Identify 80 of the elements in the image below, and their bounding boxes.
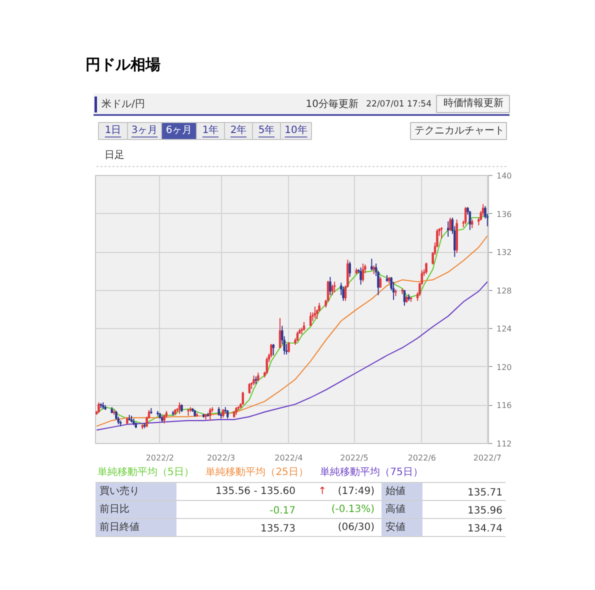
text: 買い売り (100, 485, 140, 497)
text: 6ヶ月 (166, 125, 192, 136)
text: 135.56 - 135.60 (216, 486, 296, 497)
text: 10年 (284, 124, 308, 136)
candlestick (482, 204, 484, 216)
candlestick (379, 276, 382, 288)
candlestick (278, 318, 282, 348)
text: (17:49) (338, 486, 375, 497)
candlestick (266, 356, 268, 374)
candlestick (252, 375, 255, 386)
y-tick-label: 112 (496, 440, 512, 448)
text: 前日終値 (100, 521, 140, 533)
chart-subtitle: 米ドル/円 (102, 98, 145, 110)
text: 135.96 (468, 506, 503, 516)
candlestick (468, 210, 472, 231)
candlestick (449, 217, 452, 232)
candlestick (360, 266, 362, 286)
text: ↑ (318, 486, 327, 497)
y-tick-label: 136 (496, 210, 512, 219)
candlestick (425, 262, 428, 275)
candlestick (314, 306, 316, 319)
candlestick (342, 286, 344, 302)
candlestick (209, 408, 212, 422)
candlestick (440, 226, 443, 240)
text: 高値 (386, 503, 406, 515)
text: (06/30) (338, 522, 375, 533)
y-tick-label: 120 (496, 362, 512, 372)
x-tick-label: 2022/7 (473, 454, 502, 462)
candlestick (270, 343, 272, 358)
candlestick (403, 290, 406, 306)
candlestick (272, 343, 275, 356)
text: 135.73 (260, 524, 296, 534)
y-tick-label: 116 (496, 401, 512, 410)
x-tick-label: 2022/6 (408, 454, 436, 462)
candlestick (242, 391, 244, 405)
candlestick (370, 258, 373, 271)
text: 日足 (104, 150, 124, 161)
candlestick (348, 261, 351, 278)
text: 前日比 (100, 503, 130, 515)
candlestick (98, 402, 100, 414)
text: 単純移動平均（5日） (98, 466, 194, 478)
candlestick (329, 276, 332, 296)
candlestick (333, 281, 336, 293)
text: 始値 (386, 485, 406, 497)
text: 単純移動平均（25日） (206, 466, 308, 478)
text: 3ヶ月 (131, 125, 158, 136)
y-tick-label: 128 (496, 286, 512, 296)
line-series (96, 281, 488, 431)
y-tick-label: 132 (496, 248, 512, 258)
text: 1日 (104, 125, 122, 136)
candlestick (248, 382, 251, 394)
text: 単純移動平均（75日） (320, 466, 423, 478)
x-tick-label: 2022/5 (340, 454, 368, 462)
candlestick (296, 331, 299, 342)
chart-title: 円ドル相場 (86, 56, 160, 74)
x-tick-label: 2022/2 (146, 454, 174, 462)
text: 2年 (230, 124, 247, 136)
text: 1年 (202, 124, 219, 136)
x-tick-label: 2022/4 (274, 454, 303, 462)
text: 135.71 (468, 488, 503, 498)
y-tick-label: 140 (496, 172, 512, 180)
y-tick-label: 124 (496, 324, 512, 334)
text: 22/07/01 17:54 (366, 100, 432, 110)
text: 134.74 (468, 524, 503, 534)
text: (-0.13%) (331, 504, 375, 515)
candlestick (446, 220, 450, 238)
text: 5年 (258, 124, 275, 136)
candlestick (362, 263, 364, 282)
text: 安値 (386, 521, 406, 533)
candlestick (288, 342, 290, 354)
candlestick (178, 402, 181, 414)
candlestick (331, 284, 334, 296)
text: テクニカルチャート (414, 126, 504, 136)
text: 10分毎更新 (306, 98, 359, 110)
text: 時価情報更新 (444, 97, 504, 109)
candlestick (392, 281, 395, 300)
candlestick (464, 206, 467, 225)
candlestick (309, 312, 312, 326)
text: -0.17 (270, 506, 296, 516)
x-tick-label: 2022/3 (206, 454, 236, 462)
